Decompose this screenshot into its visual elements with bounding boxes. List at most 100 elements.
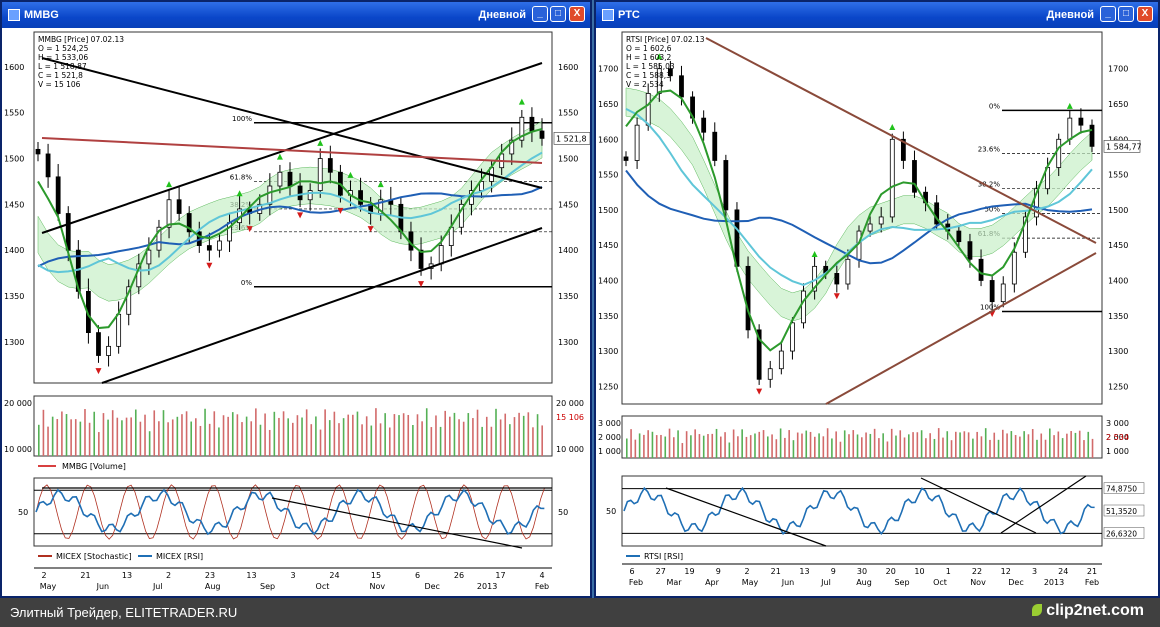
minimize-button[interactable]: _ [1100,6,1116,22]
volume-bar [758,431,761,458]
volume-bar [499,419,502,456]
fib-level-label: 50% [984,205,1000,213]
oscillator-value-box [1103,482,1145,494]
volume-bar [541,425,543,456]
volume-bar [809,431,812,458]
candle-body [106,345,111,356]
volume-bar [814,436,816,458]
price-tick-left: 1450 [598,241,618,250]
volume-bar [668,428,671,458]
volume-bar [370,425,373,456]
volume-bar [1031,429,1034,458]
candle-body [1000,283,1006,303]
volume-bar [398,415,400,456]
month-tick-label: Oct [316,582,330,591]
candle-body [287,171,293,187]
last-price-box [1103,140,1141,153]
price-tick-right: 1550 [558,109,578,118]
candle-body [967,241,973,260]
volume-bar [767,436,769,458]
volume-bar [1066,433,1068,458]
volume-bar [250,421,253,456]
right-titlebar[interactable]: РТС Дневной _ □ X [596,2,1158,28]
price-tick-right: 1400 [1108,276,1128,285]
day-tick-label: 4 [539,571,544,580]
maximize-button[interactable]: □ [1118,6,1134,22]
volume-bar [920,430,923,458]
up-arrow-icon [276,153,283,160]
close-button[interactable]: X [1137,6,1153,22]
volume-bar [698,434,701,458]
volume-bar [903,437,906,458]
month-tick-label: Aug [205,582,221,591]
day-tick-label: 6 [415,571,420,580]
candle-body [35,148,41,155]
candle-body [96,332,101,356]
volume-bar [1002,429,1004,458]
month-tick-label: Sep [894,578,909,587]
oscillator-value-box [1103,527,1145,539]
left-titlebar[interactable]: MMBG Дневной _ □ X [2,2,590,28]
right-timeframe-label: Дневной [1046,9,1095,21]
candle-body [934,202,940,225]
volume-bar [527,412,530,456]
day-tick-label: 20 [886,567,896,576]
candle-body [317,158,323,191]
volume-bar [301,417,303,456]
volume-bar [213,411,216,456]
fib-level-label: 100% [232,115,252,123]
volume-legend-label: MMBG [Volume] [62,462,126,471]
month-tick-label: Feb [1085,578,1099,587]
candle-body [166,199,172,228]
volume-bar [522,415,525,456]
candle-body [701,117,707,133]
volume-bar [171,419,174,456]
close-button[interactable]: X [569,6,585,22]
volume-bar [852,430,855,458]
volume-bar [139,421,142,456]
price-tick-left: 1250 [598,382,618,391]
candle-body [867,223,873,232]
volume-bar [282,411,285,456]
fib-level-label: 100% [980,304,1000,312]
candle-body [912,160,917,193]
down-arrow-icon [337,207,344,214]
trend-line [101,227,543,384]
volume-bar [818,433,820,458]
volume-bar [102,413,105,456]
volume-bar [895,435,897,458]
candle-body [1089,124,1095,147]
oscillator-trend-line [1000,475,1087,534]
volume-bar [861,437,863,458]
candle-body [723,160,729,211]
volume-bar [955,431,957,458]
volume-bar [664,436,667,458]
volume-bar [333,411,336,456]
minimize-button[interactable]: _ [532,6,548,22]
oscillator-tick-left: 50 [18,508,28,517]
volume-tick-right: 10 000 [556,445,584,454]
price-tick-right: 1500 [558,155,578,164]
down-arrow-icon [756,388,763,395]
volume-bar [980,436,983,458]
candle-body [623,156,629,161]
price-tick-right: 1350 [558,292,578,301]
up-arrow-icon [656,53,663,60]
volume-tick-left: 10 000 [4,445,32,454]
maximize-button[interactable]: □ [550,6,566,22]
volume-bar [273,411,276,456]
volume-bar [643,434,645,458]
ohlc-readout-line: L = 1 518,87 [38,62,87,71]
up-arrow-icon [166,181,173,188]
day-tick-label: 13 [799,567,809,576]
oscillator-legend-label: MICEX [RSI] [156,552,203,561]
volume-bar [324,409,326,456]
day-tick-label: 15 [371,571,381,580]
candle-body [1067,117,1073,140]
volume-bar [685,431,688,458]
volume-bar [296,415,299,456]
volume-bar [912,432,914,458]
volume-bar [144,414,146,456]
